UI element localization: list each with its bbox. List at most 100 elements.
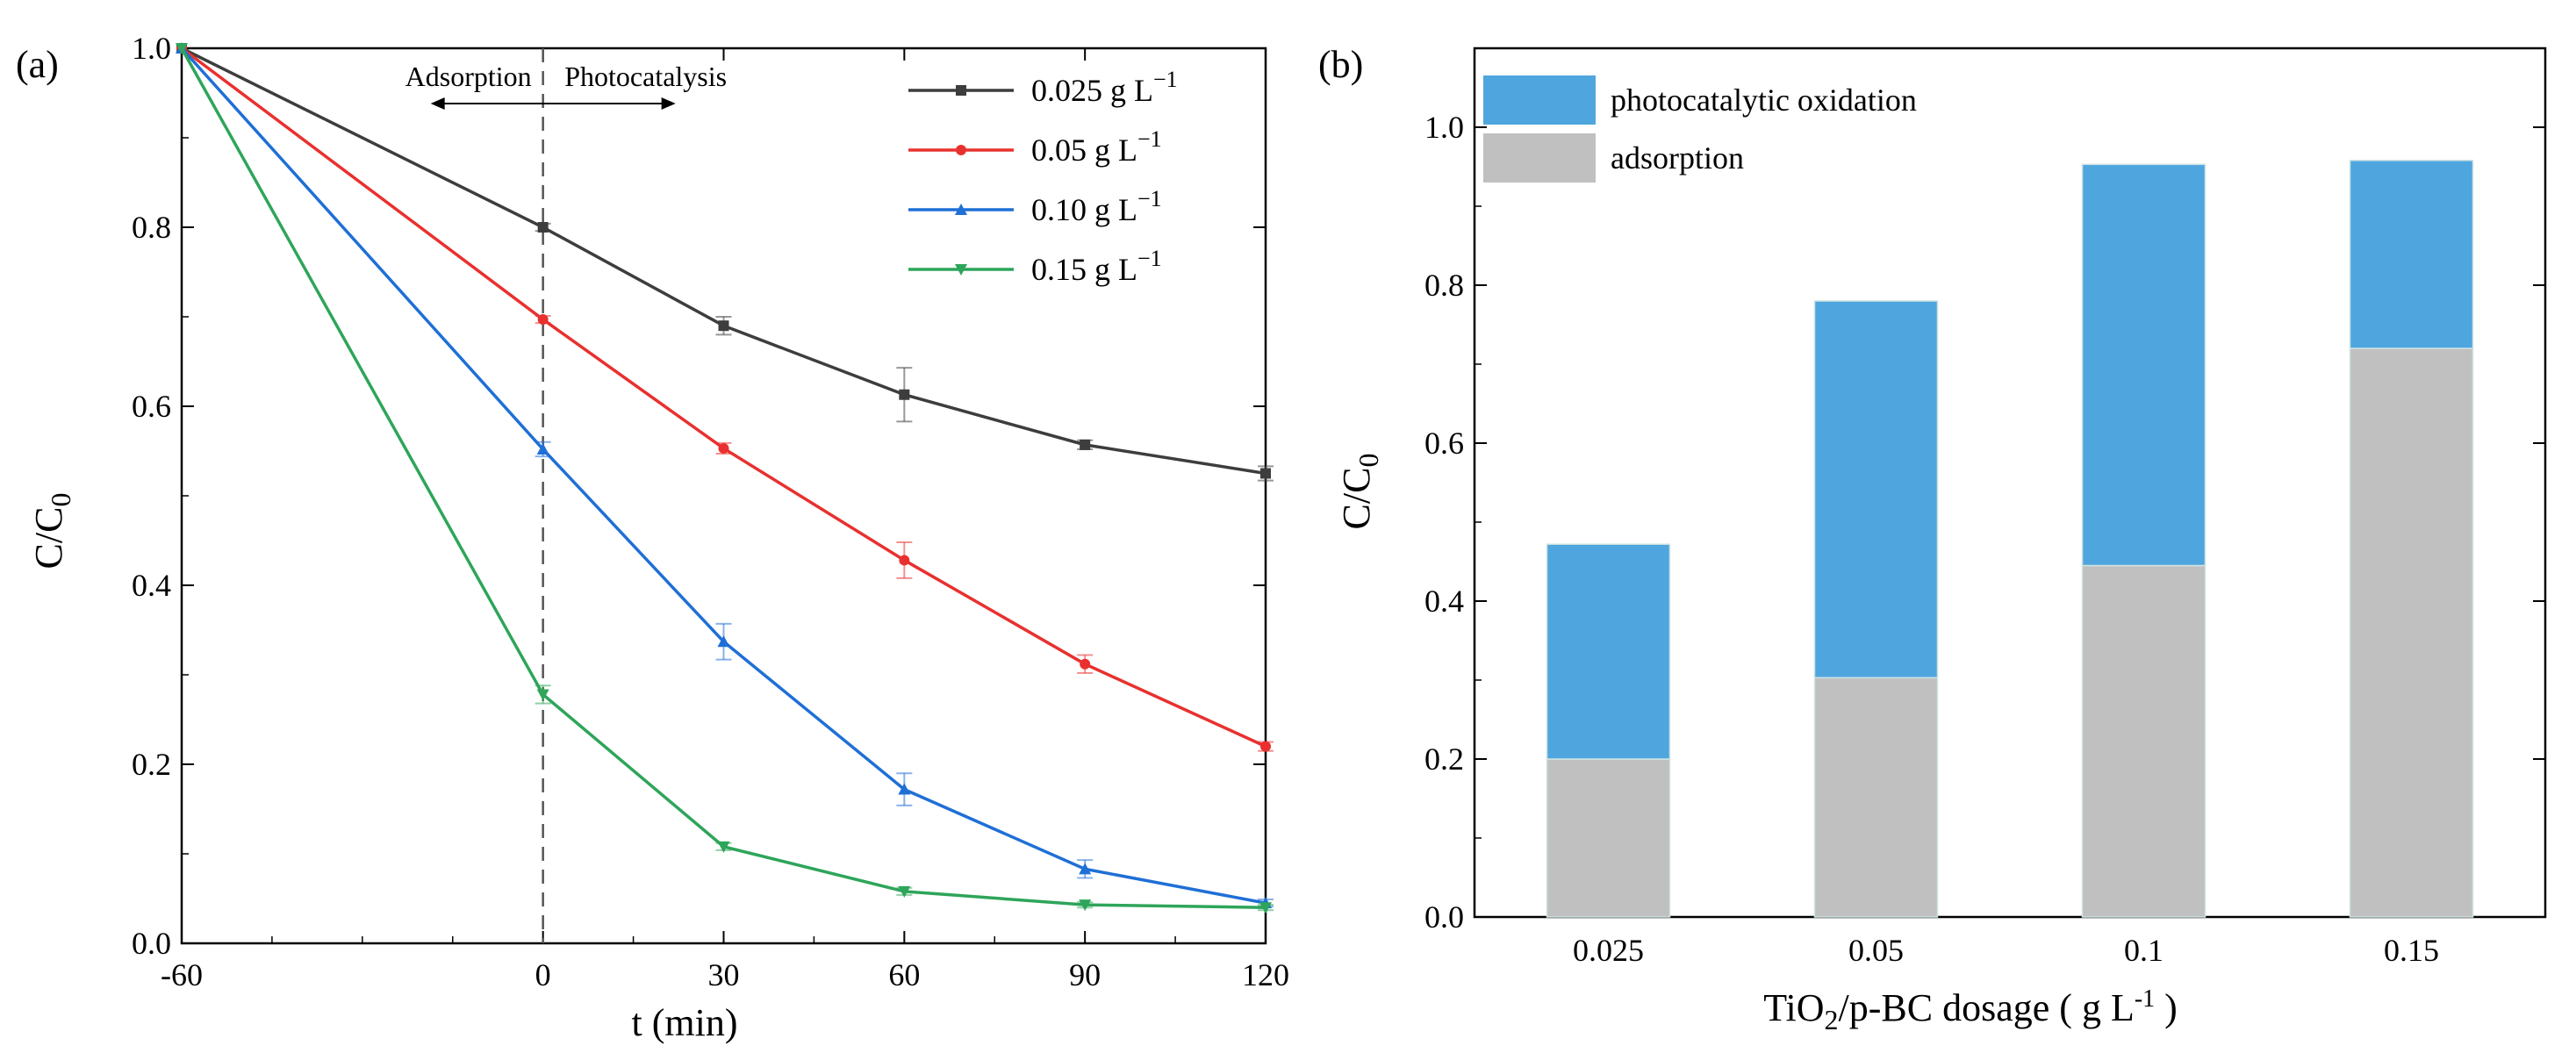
arrow-head-left	[430, 97, 445, 110]
data-point-circle	[1260, 741, 1271, 752]
panel-b-y-axis-title: C/C0	[1335, 454, 1384, 530]
y-tick-label: 0.4	[132, 568, 171, 603]
data-point-triangle	[717, 635, 730, 648]
panel-a-label: (a)	[16, 43, 59, 86]
data-point-square	[718, 320, 729, 332]
panel-b-stacked-bar-chart: (b) 0.0 0.2 0.4 0.6 0.8 1.0 0.025 0.05 0.1 0.15 C…	[1318, 43, 2547, 1035]
x-tick-label: 0.1	[2124, 933, 2163, 968]
legend-label: adsorption	[1611, 140, 1744, 176]
data-point-triangle-down	[1079, 899, 1092, 912]
data-point-triangle	[898, 783, 911, 795]
y-tick-label: 0.8	[1424, 268, 1464, 303]
panel-b-label: (b)	[1318, 43, 1363, 86]
legend-swatch	[1483, 133, 1596, 183]
series-line	[180, 47, 1266, 905]
legend-unit-sup: −1	[1137, 246, 1162, 271]
data-point-square	[956, 85, 966, 96]
adsorption-phase-label: Adsorption	[405, 61, 532, 92]
x-tick-label: 0.05	[1848, 933, 1904, 968]
data-point-triangle	[1079, 863, 1092, 875]
bar-adsorption	[2081, 564, 2206, 918]
bar-photocatalytic-oxidation	[1546, 543, 1671, 760]
y-tick-label: 0.4	[1424, 584, 1464, 619]
legend-swatch	[1483, 75, 1596, 125]
y-tick-label: 0.2	[1424, 741, 1464, 777]
panel-b-x-axis-title: TiO2/p-BC dosage ( g L-1 )	[1763, 985, 2178, 1035]
arrow-head-right	[661, 97, 676, 110]
series-line	[180, 47, 1266, 749]
panel-b-bars	[1546, 160, 2474, 918]
data-point-square	[1080, 439, 1091, 450]
panel-a-series	[176, 42, 1274, 914]
x-title-sub: 2	[1825, 1004, 1839, 1035]
legend-label: 0.10 g L−1	[1031, 186, 1162, 227]
data-point-triangle-down	[536, 689, 549, 701]
x-tick-label: 0	[535, 957, 551, 992]
bar-photocatalytic-oxidation	[1813, 300, 1939, 679]
panel-b-axes: 0.0 0.2 0.4 0.6 0.8 1.0 0.025 0.05 0.1 0.15	[1424, 47, 2547, 968]
y-title-main: C/C	[1335, 468, 1378, 530]
panel-b-legend: photocatalytic oxidation adsorption	[1483, 75, 1917, 183]
data-point-circle	[718, 442, 729, 454]
panel-a-line-chart: (a) -60 0 30 60 90 120 0.0 0.2 0.4 0.6 0.8 1.0 Adso…	[16, 31, 1289, 1044]
y-tick-label: 0.8	[132, 210, 171, 245]
y-tick-label: 1.0	[1424, 110, 1464, 145]
y-title-main: C/C	[27, 507, 70, 569]
data-point-triangle-down	[898, 885, 911, 898]
panel-a-axes: -60 0 30 60 90 120 0.0 0.2 0.4 0.6 0.8 1.0	[132, 31, 1289, 992]
x-tick-label: 60	[888, 957, 920, 992]
y-tick-label: 0.0	[132, 926, 171, 961]
legend-label: 0.025 g L−1	[1031, 67, 1178, 108]
data-point-square	[1260, 468, 1271, 479]
legend-label: 0.15 g L−1	[1031, 246, 1162, 287]
y-title-sub: 0	[45, 493, 76, 507]
x-title-mid: /p-BC dosage ( g L	[1839, 986, 2135, 1029]
y-tick-label: 0.6	[132, 389, 171, 424]
series-line	[180, 47, 1266, 909]
bar-adsorption	[1813, 677, 1939, 918]
x-tick-label: 120	[1242, 957, 1289, 992]
y-title-sub: 0	[1353, 454, 1384, 468]
bar-adsorption	[1546, 758, 1671, 918]
data-point-triangle-down	[955, 264, 967, 276]
panel-a-x-axis-title: t (min)	[632, 1001, 738, 1044]
legend-label: photocatalytic oxidation	[1611, 82, 1917, 118]
data-point-triangle-down	[1259, 902, 1272, 914]
y-tick-label: 0.6	[1424, 426, 1464, 461]
data-point-triangle	[536, 442, 549, 455]
plot-frame	[180, 47, 1267, 945]
bar-photocatalytic-oxidation	[2081, 163, 2206, 567]
x-tick-label: 30	[708, 957, 740, 992]
legend-unit-sup: −1	[1137, 126, 1162, 152]
series-line	[181, 47, 1266, 476]
data-point-square	[899, 389, 910, 400]
data-point-circle	[899, 555, 910, 566]
legend-name: 0.15 g L	[1031, 252, 1137, 287]
x-title-pre: TiO	[1763, 986, 1824, 1029]
panel-a-legend: 0.025 g L−10.05 g L−10.10 g L−10.15 g L−…	[908, 67, 1178, 287]
legend-name: 0.10 g L	[1031, 192, 1137, 227]
data-point-triangle-down	[717, 841, 730, 853]
legend-unit-sup: −1	[1153, 67, 1178, 92]
x-tick-label: 0.025	[1573, 933, 1644, 968]
data-point-circle	[1080, 658, 1091, 670]
data-point-circle	[956, 145, 966, 155]
data-point-circle	[537, 314, 549, 326]
x-title-sup: -1	[2135, 985, 2155, 1013]
y-tick-label: 0.0	[1424, 899, 1464, 935]
panel-a-annotation: Adsorption Photocatalysis	[405, 61, 727, 92]
bar-adsorption	[2349, 347, 2474, 918]
data-point-square	[537, 222, 549, 233]
y-tick-label: 1.0	[132, 31, 171, 66]
series-2	[176, 42, 1274, 909]
legend-label: 0.05 g L−1	[1031, 126, 1162, 168]
x-title-post: )	[2155, 986, 2178, 1029]
x-tick-label: 90	[1069, 957, 1101, 992]
panel-a-y-axis-title: C/C0	[27, 493, 76, 569]
legend-name: 0.025 g L	[1031, 73, 1153, 108]
legend-name: 0.05 g L	[1031, 133, 1137, 168]
x-tick-label: -60	[161, 957, 203, 992]
legend-unit-sup: −1	[1137, 186, 1162, 211]
series-3	[176, 43, 1274, 914]
y-tick-label: 0.2	[132, 747, 171, 782]
